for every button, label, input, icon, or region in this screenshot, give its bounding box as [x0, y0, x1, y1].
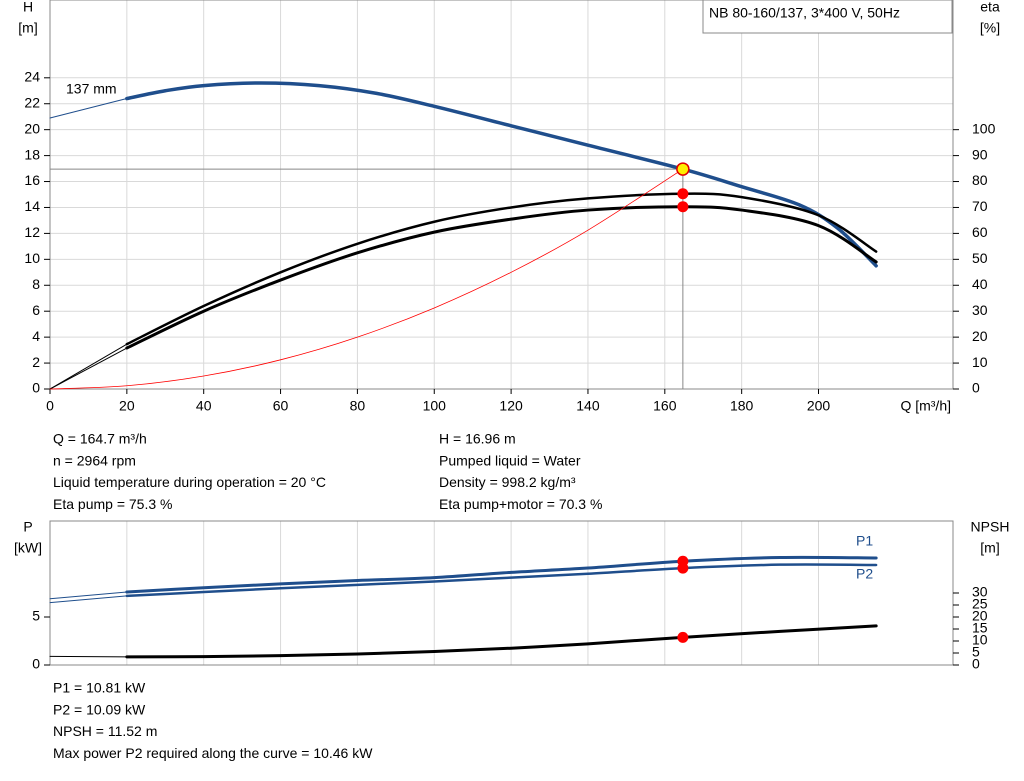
- info-text: H = 16.96 m: [439, 431, 516, 447]
- y-axis-unit: [kW]: [14, 540, 42, 556]
- x-tick-label: 0: [46, 398, 54, 414]
- curve: [125, 205, 878, 350]
- x-tick-label: 180: [730, 398, 754, 414]
- y-tick-label: 10: [24, 250, 40, 266]
- x-tick-label: 20: [119, 398, 135, 414]
- x-tick-label: 160: [653, 398, 677, 414]
- y2-tick-label: 70: [972, 198, 988, 214]
- y-tick-label: 18: [24, 146, 40, 162]
- info-text: Eta pump = 75.3 %: [53, 496, 172, 512]
- y2-tick-label: 10: [972, 632, 988, 648]
- curve: [49, 595, 128, 604]
- y-tick-label: 0: [32, 656, 40, 672]
- curve: [125, 555, 878, 594]
- curve: [125, 81, 878, 268]
- y-tick-label: 16: [24, 172, 40, 188]
- y2-tick-label: 25: [972, 596, 988, 612]
- y2-axis-label: NPSH: [971, 519, 1010, 535]
- y-axis-label: P: [23, 519, 32, 535]
- info-text: NPSH = 11.52 m: [53, 723, 157, 739]
- info-text: Eta pump+motor = 70.3 %: [439, 496, 602, 512]
- y2-tick-label: 20: [972, 328, 988, 344]
- x-tick-label: 60: [273, 398, 289, 414]
- plot-frame: [49, 0, 954, 390]
- marker: [677, 201, 689, 213]
- y2-tick-label: 30: [972, 302, 988, 318]
- y-tick-label: 20: [24, 120, 40, 136]
- annotation: 137 mm: [66, 81, 117, 97]
- curve: [125, 192, 878, 346]
- x-tick-label: 100: [423, 398, 447, 414]
- y2-tick-label: 5: [972, 644, 980, 660]
- marker: [677, 188, 689, 200]
- title-box: [702, 0, 953, 34]
- info-text: Max power P2 required along the curve = …: [53, 745, 373, 761]
- y2-tick-label: 10: [972, 354, 988, 370]
- x-tick-label: 120: [499, 398, 523, 414]
- y-tick-label: 2: [32, 354, 40, 370]
- info-text: n = 2964 rpm: [53, 452, 136, 468]
- y2-axis-label: eta: [980, 0, 1000, 15]
- curve: [125, 563, 878, 598]
- y2-tick-label: 20: [972, 608, 988, 624]
- info-text: Q = 164.7 m³/h: [53, 431, 147, 447]
- y-tick-label: 4: [32, 328, 40, 344]
- info-text: Density = 998.2 kg/m³: [439, 474, 576, 490]
- y-tick-label: 12: [24, 224, 40, 240]
- chart-title: NB 80-160/137, 3*400 V, 50Hz: [709, 5, 900, 21]
- x-tick-label: 80: [350, 398, 366, 414]
- y2-tick-label: 15: [972, 620, 988, 636]
- y-tick-label: 14: [24, 198, 40, 214]
- info-text: P1 = 10.81 kW: [53, 680, 146, 696]
- x-tick-label: 200: [807, 398, 831, 414]
- y-tick-label: 6: [32, 302, 40, 318]
- y2-tick-label: 100: [972, 120, 996, 136]
- curve: [49, 343, 128, 390]
- y2-tick-label: 0: [972, 380, 980, 396]
- x-axis-label: Q [m³/h]: [900, 398, 951, 414]
- y-tick-label: 0: [32, 380, 40, 396]
- y-tick-label: 22: [24, 94, 40, 110]
- y-axis-label: H: [23, 0, 33, 15]
- series-label: P2: [856, 566, 873, 582]
- info-text: P2 = 10.09 kW: [53, 701, 146, 717]
- series-label: P1: [856, 533, 873, 549]
- marker: [677, 562, 689, 574]
- x-tick-label: 140: [576, 398, 600, 414]
- curve: [49, 591, 128, 600]
- y2-tick-label: 0: [972, 656, 980, 672]
- curve: [49, 98, 128, 119]
- y2-tick-label: 40: [972, 276, 988, 292]
- y-tick-label: 24: [24, 69, 40, 85]
- y2-axis-unit: [m]: [980, 540, 999, 556]
- info-text: Pumped liquid = Water: [439, 452, 581, 468]
- y-axis-unit: [m]: [18, 20, 37, 36]
- y2-tick-label: 50: [972, 250, 988, 266]
- info-text: Liquid temperature during operation = 20…: [53, 474, 326, 490]
- y-tick-label: 5: [32, 608, 40, 624]
- y-tick-label: 8: [32, 276, 40, 292]
- y2-axis-unit: [%]: [980, 20, 1000, 36]
- curve: [49, 347, 128, 390]
- marker: [677, 631, 689, 643]
- curve: [49, 168, 684, 390]
- x-tick-label: 40: [196, 398, 212, 414]
- marker: [676, 162, 690, 176]
- y2-tick-label: 60: [972, 224, 988, 240]
- curve: [125, 624, 878, 659]
- y2-tick-label: 90: [972, 146, 988, 162]
- y2-tick-label: 30: [972, 584, 988, 600]
- y2-tick-label: 80: [972, 172, 988, 188]
